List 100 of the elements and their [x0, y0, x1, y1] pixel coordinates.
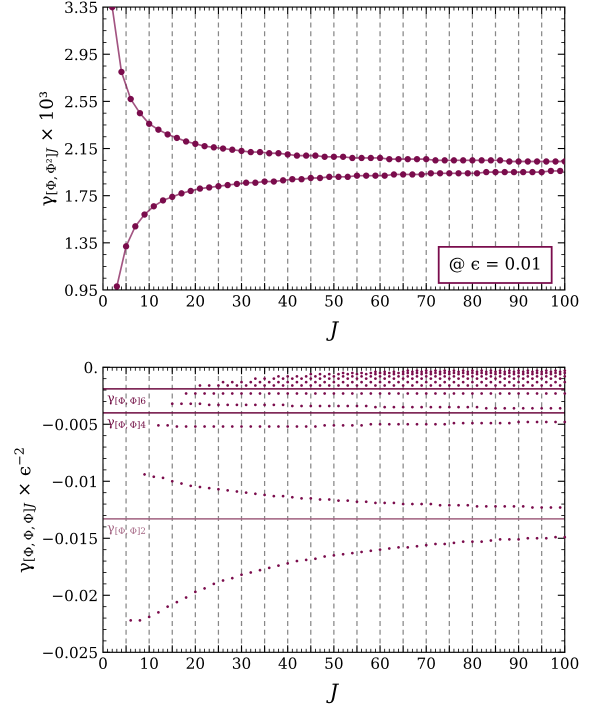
point — [229, 146, 236, 153]
point — [309, 496, 312, 500]
point — [364, 377, 368, 380]
point — [374, 372, 377, 376]
point — [452, 422, 456, 425]
point — [556, 168, 564, 174]
point — [515, 158, 522, 165]
point — [416, 422, 418, 426]
point — [536, 369, 538, 372]
point — [230, 380, 234, 384]
point — [489, 380, 492, 384]
point — [402, 502, 405, 506]
point — [434, 380, 437, 384]
point — [494, 372, 497, 376]
point — [480, 380, 484, 384]
point — [544, 536, 548, 540]
point — [540, 506, 544, 509]
point — [531, 384, 534, 387]
point — [314, 425, 317, 428]
point — [484, 504, 488, 508]
point — [222, 425, 224, 428]
point — [436, 170, 444, 176]
point — [290, 377, 294, 380]
point — [410, 502, 414, 506]
point — [392, 370, 396, 374]
point — [512, 377, 516, 380]
point — [554, 372, 557, 374]
point — [175, 600, 178, 604]
point — [464, 170, 471, 176]
point — [489, 422, 492, 425]
point — [554, 420, 557, 424]
point — [406, 369, 410, 372]
point — [356, 384, 358, 387]
point — [337, 404, 340, 408]
point — [286, 380, 290, 384]
point — [208, 486, 211, 490]
point — [335, 174, 342, 180]
point — [503, 377, 506, 380]
point — [356, 377, 358, 380]
point — [448, 377, 451, 380]
x-tick-label: 20 — [186, 657, 204, 669]
point — [420, 372, 423, 376]
point — [364, 384, 368, 387]
point — [484, 384, 488, 387]
point — [374, 384, 377, 387]
point — [466, 406, 470, 409]
point — [423, 156, 430, 162]
point — [469, 157, 476, 164]
point — [531, 377, 534, 380]
y-axis-title: γ$_{[Φ,Φ²]J}$ × 10³ — [39, 92, 58, 206]
point — [410, 384, 414, 387]
x-tick-label: 30 — [232, 295, 250, 307]
point — [155, 126, 162, 133]
point — [166, 424, 170, 427]
point — [208, 384, 211, 387]
point — [268, 392, 271, 395]
point — [258, 380, 262, 384]
point — [350, 392, 354, 395]
point — [132, 223, 138, 230]
point — [217, 488, 220, 491]
point — [309, 377, 312, 380]
point — [443, 374, 446, 378]
point — [554, 374, 557, 378]
point — [392, 502, 396, 504]
point — [369, 372, 372, 374]
point — [360, 374, 363, 378]
point — [304, 392, 308, 395]
point — [402, 406, 405, 409]
point — [388, 374, 391, 378]
point — [429, 377, 432, 380]
point — [392, 372, 396, 376]
y-tick-label: 0. — [84, 362, 97, 374]
point — [189, 484, 192, 488]
point — [290, 404, 294, 408]
point — [508, 422, 511, 425]
point — [263, 403, 266, 406]
point — [538, 168, 545, 176]
point — [457, 406, 460, 409]
point — [226, 489, 230, 492]
point — [194, 425, 197, 428]
point — [300, 384, 303, 387]
point — [386, 156, 392, 162]
point — [337, 499, 340, 502]
point — [369, 392, 372, 395]
point — [438, 372, 442, 376]
point — [558, 370, 562, 374]
point — [277, 380, 280, 384]
point — [184, 596, 188, 599]
point — [554, 380, 557, 384]
point — [258, 568, 262, 572]
point — [448, 384, 451, 387]
point — [234, 180, 240, 188]
point — [552, 158, 559, 165]
point — [318, 498, 322, 501]
point — [397, 392, 400, 395]
point — [508, 380, 511, 384]
point — [244, 384, 248, 387]
point — [249, 571, 252, 574]
point — [316, 174, 324, 182]
point — [160, 197, 166, 204]
